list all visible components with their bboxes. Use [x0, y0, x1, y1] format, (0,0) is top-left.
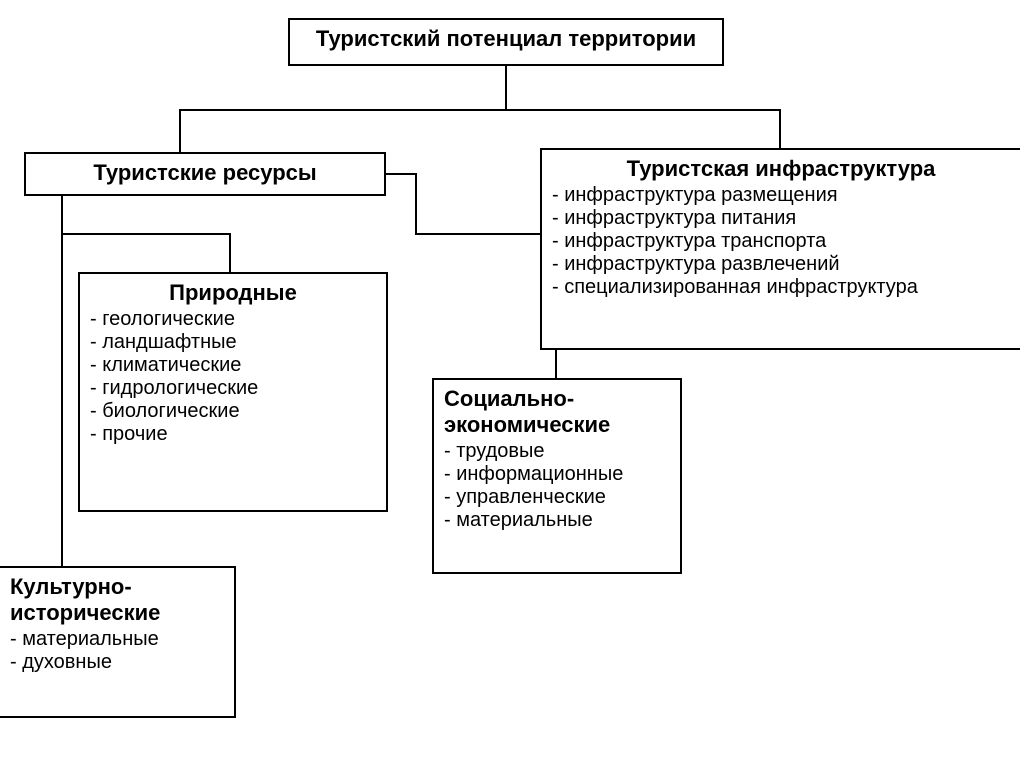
- list-item: трудовые: [444, 440, 670, 463]
- connector: [386, 174, 556, 378]
- node-resources: Туристские ресурсы: [24, 152, 386, 196]
- node-root: Туристский потенциал территории: [288, 18, 724, 66]
- list-item: биологические: [90, 400, 376, 423]
- list-item: информационные: [444, 463, 670, 486]
- node-infrastructure-title: Туристская инфраструктура: [552, 156, 1010, 182]
- list-item: инфраструктура транспорта: [552, 230, 1010, 253]
- list-item: материальные: [10, 628, 224, 651]
- natural-items: геологическиеландшафтныеклиматическиегид…: [90, 308, 376, 446]
- list-item: инфраструктура питания: [552, 207, 1010, 230]
- list-item: прочие: [90, 423, 376, 446]
- list-item: геологические: [90, 308, 376, 331]
- node-infrastructure: Туристская инфраструктура инфраструктура…: [540, 148, 1020, 350]
- list-item: материальные: [444, 509, 670, 532]
- list-item: духовные: [10, 651, 224, 674]
- connector: [180, 66, 506, 152]
- list-item: управленческие: [444, 486, 670, 509]
- list-item: инфраструктура размещения: [552, 184, 1010, 207]
- infrastructure-items: инфраструктура размещенияинфраструктура …: [552, 184, 1010, 299]
- list-item: ландшафтные: [90, 331, 376, 354]
- node-resources-title: Туристские ресурсы: [36, 160, 374, 186]
- list-item: инфраструктура развлечений: [552, 253, 1010, 276]
- cultural-items: материальныедуховные: [10, 628, 224, 674]
- diagram-stage: Туристский потенциал территории Туристск…: [0, 0, 1024, 767]
- node-root-title: Туристский потенциал территории: [300, 26, 712, 52]
- node-natural-title: Природные: [90, 280, 376, 306]
- node-cultural: Культурно-исторические материальныедухов…: [0, 566, 236, 718]
- node-cultural-title: Культурно-исторические: [10, 574, 224, 626]
- node-socioeconomic: Социально-экономические трудовыеинформац…: [432, 378, 682, 574]
- list-item: гидрологические: [90, 377, 376, 400]
- socioeconomic-items: трудовыеинформационныеуправленческиемате…: [444, 440, 670, 532]
- node-socioeconomic-title: Социально-экономические: [444, 386, 670, 438]
- list-item: специализированная инфраструктура: [552, 276, 1010, 299]
- node-natural: Природные геологическиеландшафтныеклимат…: [78, 272, 388, 512]
- list-item: климатические: [90, 354, 376, 377]
- connector: [62, 196, 230, 272]
- connector: [506, 66, 780, 148]
